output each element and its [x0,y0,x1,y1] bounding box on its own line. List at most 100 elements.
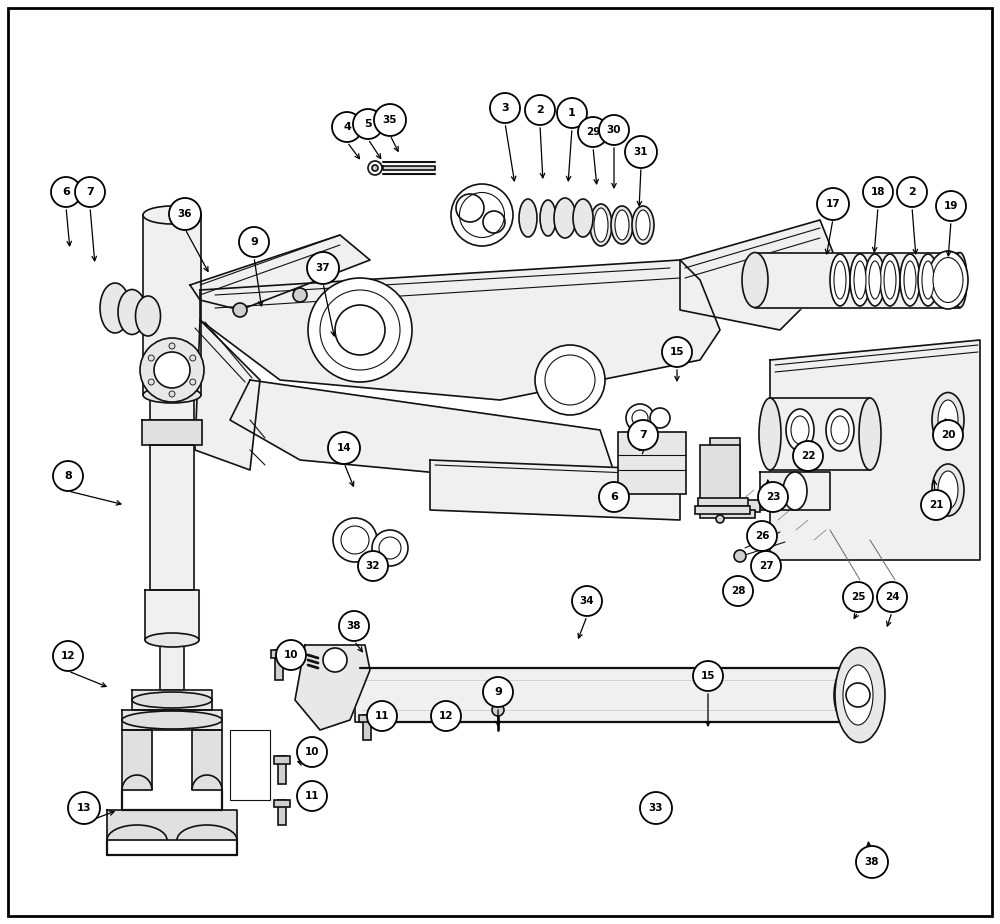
Bar [710,438,740,508]
Circle shape [293,288,307,302]
Polygon shape [190,235,370,310]
Circle shape [599,482,629,512]
Ellipse shape [650,408,670,428]
Polygon shape [122,730,152,790]
Ellipse shape [900,254,920,306]
Ellipse shape [368,161,382,175]
Polygon shape [132,690,212,710]
Polygon shape [122,710,222,730]
Polygon shape [150,395,194,420]
Circle shape [863,177,893,207]
Ellipse shape [936,254,956,306]
Ellipse shape [118,289,146,334]
Circle shape [140,338,204,402]
Text: 36: 36 [178,209,192,219]
Circle shape [276,640,306,670]
Circle shape [239,227,269,257]
Text: 33: 33 [649,803,663,813]
Ellipse shape [554,198,576,238]
Bar [230,730,270,800]
Circle shape [936,191,966,221]
Circle shape [367,701,397,731]
Circle shape [492,704,504,716]
Text: 6: 6 [62,187,70,197]
Circle shape [308,278,412,382]
Circle shape [716,515,724,523]
Circle shape [328,432,360,464]
Ellipse shape [830,254,850,306]
Polygon shape [355,668,840,722]
Ellipse shape [590,204,612,246]
Text: 19: 19 [944,201,958,211]
Bar [271,650,287,658]
Circle shape [372,530,408,566]
Ellipse shape [372,165,378,171]
Ellipse shape [932,464,964,516]
Ellipse shape [869,261,881,299]
Text: 12: 12 [439,711,453,721]
Ellipse shape [626,404,654,432]
Ellipse shape [880,254,900,306]
Text: 8: 8 [64,471,72,481]
Circle shape [846,683,870,707]
Text: 15: 15 [701,671,715,681]
Circle shape [483,677,513,707]
Bar [278,800,286,825]
Text: 35: 35 [383,115,397,125]
Text: 9: 9 [250,237,258,247]
Polygon shape [770,398,870,470]
Bar [698,498,748,506]
Text: 10: 10 [305,747,319,757]
Text: 23: 23 [766,492,780,502]
Bar [618,432,686,494]
Ellipse shape [922,261,934,299]
Circle shape [379,537,401,559]
Circle shape [747,521,777,551]
Bar [363,715,371,740]
Text: 10: 10 [284,650,298,660]
Text: 5: 5 [364,119,372,129]
Text: 27: 27 [759,561,773,571]
Bar [700,510,755,518]
Circle shape [190,355,196,361]
Ellipse shape [834,665,866,725]
Circle shape [933,420,963,450]
Polygon shape [143,215,201,395]
Text: 4: 4 [343,122,351,132]
Ellipse shape [143,206,201,224]
Polygon shape [383,166,435,170]
Bar [274,756,290,764]
Circle shape [53,461,83,491]
Ellipse shape [835,648,885,743]
Ellipse shape [854,261,866,299]
Circle shape [233,303,247,317]
Polygon shape [200,260,720,400]
Circle shape [856,846,888,878]
Polygon shape [680,220,840,330]
Circle shape [693,661,723,691]
Text: 13: 13 [77,803,91,813]
Ellipse shape [451,184,513,246]
Circle shape [877,582,907,612]
Ellipse shape [759,398,781,470]
Circle shape [190,379,196,385]
Circle shape [625,136,657,168]
Circle shape [335,305,385,355]
Circle shape [358,551,388,581]
Circle shape [723,576,753,606]
Circle shape [793,441,823,471]
Circle shape [751,551,781,581]
Bar [695,506,750,514]
Circle shape [545,355,595,405]
Text: 2: 2 [908,187,916,197]
Ellipse shape [611,206,633,244]
Circle shape [341,526,369,554]
Circle shape [332,112,362,142]
Circle shape [307,252,339,284]
Text: 9: 9 [494,687,502,697]
Circle shape [599,115,629,145]
Text: 22: 22 [801,451,815,461]
Ellipse shape [928,251,968,309]
Text: 37: 37 [316,263,330,273]
Circle shape [320,290,400,370]
